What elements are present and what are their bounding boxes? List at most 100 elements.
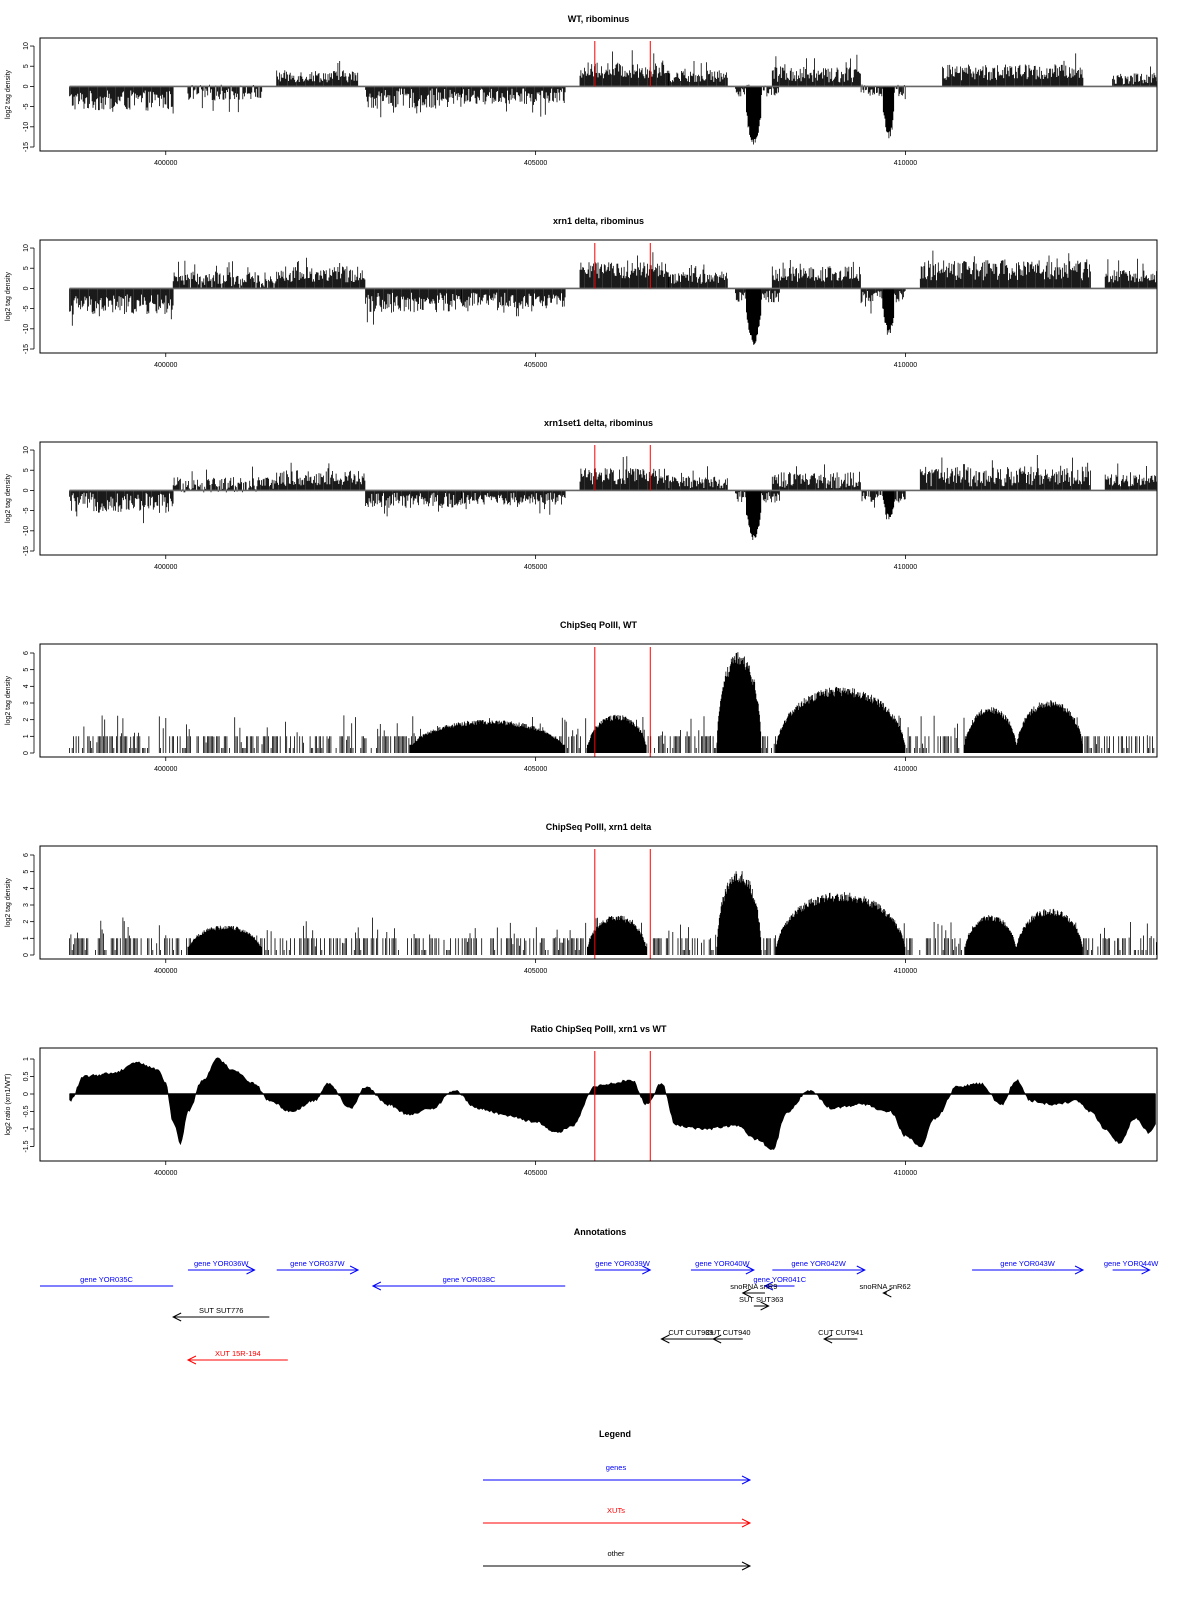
annotation-feature: CUT CUT941 xyxy=(818,1328,863,1344)
ratio-area xyxy=(69,1057,1156,1151)
y-tick-label: -15 xyxy=(23,344,30,354)
data-layer xyxy=(69,1057,1156,1151)
x-tick-label: 400000 xyxy=(154,1170,177,1177)
y-tick-label: 0 xyxy=(23,953,30,957)
legend-label: other xyxy=(607,1549,625,1558)
signal-bars xyxy=(69,455,1157,540)
legend-title: Legend xyxy=(599,1429,631,1439)
chart-title: ChipSeq PolII, WT xyxy=(560,620,637,630)
y-tick-label: -10 xyxy=(23,122,30,132)
feature-label: snoRNA snR62 xyxy=(860,1282,911,1291)
arrow-left-icon xyxy=(882,1288,892,1298)
annotations-title: Annotations xyxy=(574,1227,627,1237)
feature-label: gene YOR040W xyxy=(695,1259,750,1268)
plot-frame xyxy=(39,37,1158,152)
annotations-track: Annotations gene YOR035C gene YOR036W gene … xyxy=(40,1227,1159,1365)
feature-label: CUT CUT939 xyxy=(668,1328,713,1337)
feature-label: gene YOR037W xyxy=(290,1259,345,1268)
arrow-left-icon xyxy=(371,1281,382,1291)
data-layer xyxy=(69,50,1157,145)
x-tick-label: 400000 xyxy=(154,564,177,571)
y-tick-label: 1 xyxy=(23,936,30,940)
annotation-feature: gene YOR041C xyxy=(753,1275,807,1291)
x-tick-label: 405000 xyxy=(524,968,547,975)
y-tick-label: -1.5 xyxy=(23,1140,30,1152)
annotation-feature: gene YOR040W xyxy=(690,1259,755,1275)
annotation-feature: XUT 15R-194 xyxy=(186,1349,288,1365)
arrow-right-icon xyxy=(745,1265,755,1275)
y-tick-label: 3 xyxy=(23,701,30,705)
y-tick-label: 5 xyxy=(23,468,30,472)
annotation-feature: gene YOR042W xyxy=(772,1259,866,1275)
signal-bars xyxy=(69,652,1155,753)
y-axis-label: log2 ratio (xrn1/WT) xyxy=(5,1074,12,1136)
y-tick-label: 4 xyxy=(23,886,30,890)
chart-panel-6: Ratio ChipSeq PolII, xrn1 vs WT log2 rati… xyxy=(5,1024,1158,1177)
chart-title: WT, ribominus xyxy=(568,14,630,24)
y-tick-label: -10 xyxy=(23,526,30,536)
y-tick-label: -5 xyxy=(23,305,30,311)
arrow-left-icon xyxy=(660,1334,670,1344)
y-tick-label: 0 xyxy=(23,84,30,88)
arrow-right-icon xyxy=(741,1518,752,1528)
feature-label: XUT 15R-194 xyxy=(215,1349,261,1358)
arrow-left-icon xyxy=(172,1312,182,1322)
feature-label: gene YOR041C xyxy=(753,1275,806,1284)
y-tick-label: 0 xyxy=(23,1092,30,1096)
x-tick-label: 400000 xyxy=(154,160,177,167)
chart-title: Ratio ChipSeq PolII, xrn1 vs WT xyxy=(530,1024,667,1034)
legend: Legend genes XUTs other xyxy=(483,1429,752,1571)
legend-item: other xyxy=(483,1549,752,1571)
x-tick-label: 405000 xyxy=(524,160,547,167)
y-tick-label: 5 xyxy=(23,668,30,672)
annotation-feature: CUT CUT939 xyxy=(660,1328,721,1344)
y-axis-label: log2 tag density xyxy=(5,675,12,725)
arrow-right-icon xyxy=(741,1561,752,1571)
plot-frame xyxy=(39,1047,1158,1162)
chart-panel-2: xrn1 delta, ribominus log2 tag density 10 5… xyxy=(5,216,1158,369)
x-tick-label: 410000 xyxy=(894,564,917,571)
y-axis-label: log2 tag density xyxy=(5,69,12,119)
y-axis-label: log2 tag density xyxy=(5,877,12,927)
chart-panel-1: WT, ribominus log2 tag density 10 5 0 -5 -10 -1… xyxy=(5,14,1158,167)
signal-bars xyxy=(69,871,1157,955)
feature-label: CUT CUT941 xyxy=(818,1328,863,1337)
arrow-right-icon xyxy=(856,1265,866,1275)
annotation-feature: SUT SUT363 xyxy=(739,1295,783,1311)
arrow-right-icon xyxy=(760,1301,770,1311)
y-axis-label: log2 tag density xyxy=(5,271,12,321)
feature-label: SUT SUT363 xyxy=(739,1295,783,1304)
data-layer xyxy=(69,652,1155,753)
feature-label: gene YOR036W xyxy=(194,1259,249,1268)
plot-frame xyxy=(39,441,1158,556)
x-tick-label: 405000 xyxy=(524,362,547,369)
legend-item: genes xyxy=(483,1463,752,1485)
signal-bars xyxy=(69,50,1157,145)
annotation-feature: gene YOR037W xyxy=(276,1259,360,1275)
annotation-feature: gene YOR044W xyxy=(1104,1259,1159,1275)
data-layer xyxy=(69,250,1157,345)
y-tick-label: -15 xyxy=(23,142,30,152)
annotation-feature: gene YOR036W xyxy=(187,1259,256,1275)
plot-frame xyxy=(39,643,1158,758)
y-tick-label: -5 xyxy=(23,103,30,109)
arrow-right-icon xyxy=(349,1265,360,1275)
y-tick-label: 10 xyxy=(23,446,30,454)
feature-label: gene YOR039W xyxy=(595,1259,650,1268)
feature-label: gene YOR035C xyxy=(80,1275,133,1284)
feature-label: gene YOR043W xyxy=(1000,1259,1055,1268)
x-tick-label: 400000 xyxy=(154,766,177,773)
y-tick-label: 6 xyxy=(23,651,30,655)
chart-title: xrn1set1 delta, ribominus xyxy=(544,418,653,428)
y-axis-label: log2 tag density xyxy=(5,473,12,523)
y-tick-label: -10 xyxy=(23,324,30,334)
annotation-feature: gene YOR043W xyxy=(972,1259,1085,1275)
legend-label: genes xyxy=(606,1463,627,1472)
y-tick-label: 10 xyxy=(23,42,30,50)
y-tick-label: 0.5 xyxy=(23,1072,30,1082)
y-tick-label: 5 xyxy=(23,64,30,68)
annotation-feature: snoRNA snR9 xyxy=(730,1282,777,1298)
annotation-feature: gene YOR038C xyxy=(371,1275,566,1291)
x-tick-label: 410000 xyxy=(894,160,917,167)
y-tick-label: 0 xyxy=(23,286,30,290)
